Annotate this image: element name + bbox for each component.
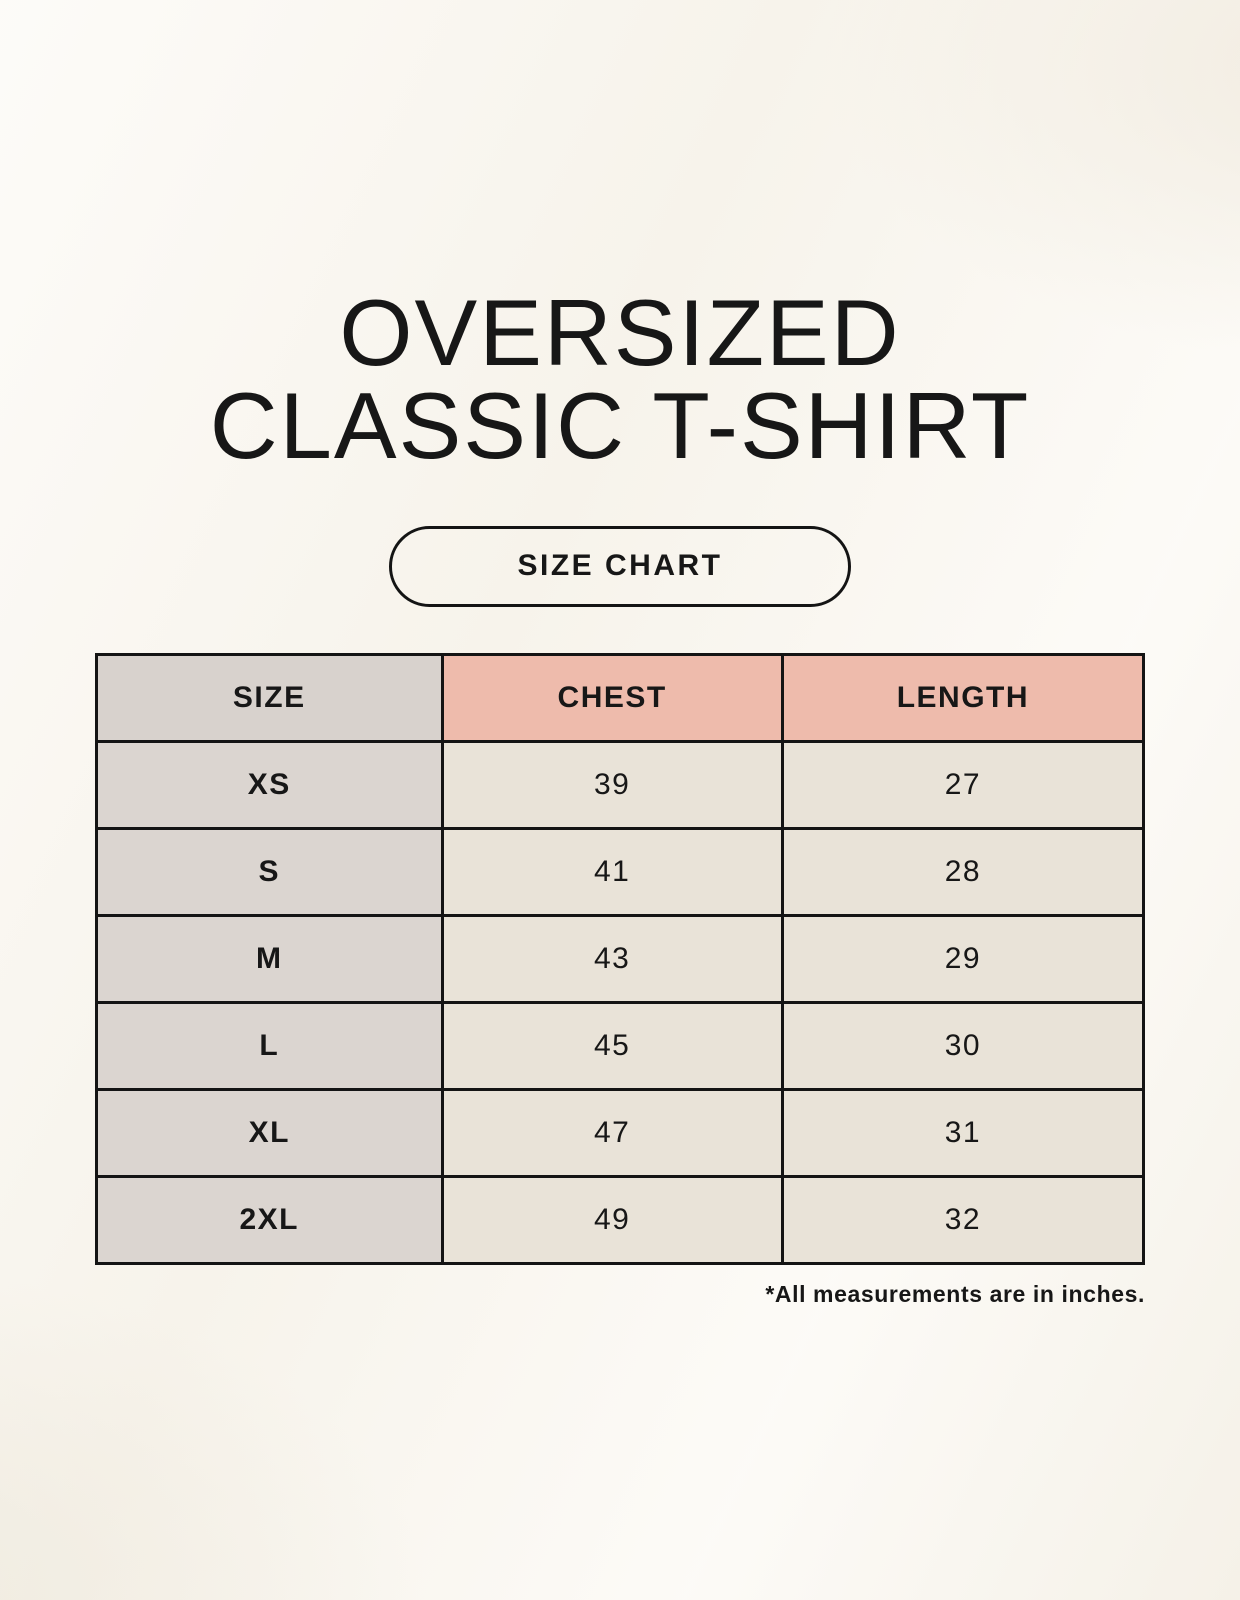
size-cell: 2XL: [95, 1175, 444, 1266]
chest-cell: 39: [440, 740, 784, 831]
length-cell: 32: [780, 1175, 1146, 1266]
measurements-footnote: *All measurements are in inches.: [765, 1281, 1145, 1308]
column-header-size: SIZE: [95, 653, 444, 744]
size-table-header: SIZE CHEST LENGTH: [95, 653, 1146, 744]
length-cell: 27: [780, 740, 1146, 831]
chest-cell: 43: [440, 914, 784, 1005]
length-cell: 28: [780, 827, 1146, 918]
length-cell: 30: [780, 1001, 1146, 1092]
size-cell: L: [95, 1001, 444, 1092]
page-title-line1: OVERSIZED: [339, 280, 901, 385]
table-row: L 45 30: [95, 1001, 1146, 1092]
size-cell: XS: [95, 740, 444, 831]
chest-cell: 41: [440, 827, 784, 918]
size-cell: S: [95, 827, 444, 918]
table-row: XS 39 27: [95, 740, 1146, 831]
size-table-body: XS 39 27 S 41 28 M 43 29 L 45 30 XL 47 31 2XL 49 32: [95, 740, 1146, 1266]
length-cell: 29: [780, 914, 1146, 1005]
column-header-length: LENGTH: [780, 653, 1146, 744]
header-row: SIZE CHEST LENGTH: [95, 653, 1146, 744]
column-header-chest: CHEST: [440, 653, 784, 744]
chest-cell: 47: [440, 1088, 784, 1179]
size-table: SIZE CHEST LENGTH XS 39 27 S 41 28 M 43 29 L 45 30 X…: [95, 653, 1146, 1266]
table-row: 2XL 49 32: [95, 1175, 1146, 1266]
size-cell: XL: [95, 1088, 444, 1179]
length-cell: 31: [780, 1088, 1146, 1179]
chest-cell: 45: [440, 1001, 784, 1092]
table-row: XL 47 31: [95, 1088, 1146, 1179]
table-row: S 41 28: [95, 827, 1146, 918]
page-title: OVERSIZED CLASSIC T-SHIRT: [0, 280, 1240, 479]
table-row: M 43 29: [95, 914, 1146, 1005]
chest-cell: 49: [440, 1175, 784, 1266]
page-title-line2: CLASSIC T-SHIRT: [209, 373, 1031, 479]
size-chart-badge: SIZE CHART: [389, 526, 851, 608]
size-cell: M: [95, 914, 444, 1005]
